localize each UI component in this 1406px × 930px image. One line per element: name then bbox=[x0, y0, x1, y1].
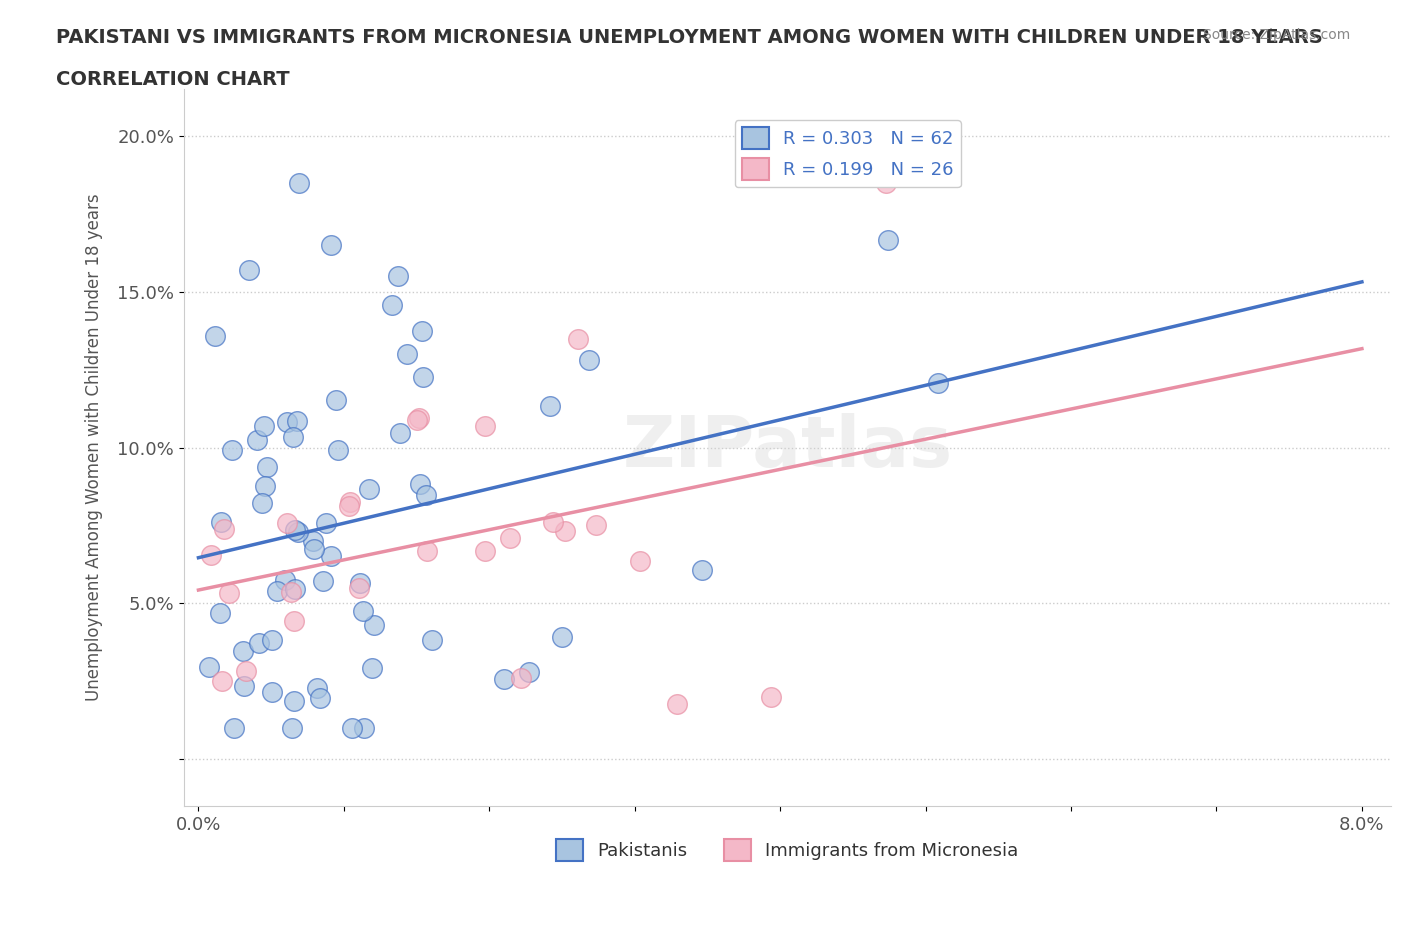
Point bbox=[567, 331, 589, 346]
Point bbox=[198, 659, 221, 674]
Point bbox=[285, 413, 308, 428]
Point bbox=[349, 576, 371, 591]
Point bbox=[211, 673, 233, 688]
Point bbox=[302, 541, 325, 556]
Point bbox=[395, 346, 418, 361]
Point bbox=[492, 671, 515, 686]
Point bbox=[359, 482, 381, 497]
Point bbox=[877, 232, 900, 247]
Point bbox=[339, 495, 361, 510]
Point bbox=[284, 581, 307, 596]
Point bbox=[554, 524, 576, 538]
Point bbox=[315, 515, 337, 530]
Point bbox=[283, 614, 305, 629]
Point bbox=[578, 352, 600, 367]
Point bbox=[280, 585, 302, 600]
Point bbox=[361, 660, 384, 675]
Point bbox=[412, 369, 434, 384]
Point bbox=[283, 693, 305, 708]
Point bbox=[307, 681, 329, 696]
Point bbox=[409, 476, 432, 491]
Point bbox=[388, 426, 411, 441]
Point bbox=[309, 691, 332, 706]
Point bbox=[281, 721, 304, 736]
Y-axis label: Unemployment Among Women with Children Under 18 years: Unemployment Among Women with Children U… bbox=[86, 193, 103, 701]
Point bbox=[474, 419, 496, 434]
Point bbox=[247, 635, 270, 650]
Point bbox=[208, 605, 231, 620]
Point bbox=[408, 411, 430, 426]
Point bbox=[302, 534, 325, 549]
Point bbox=[690, 562, 713, 577]
Point bbox=[266, 584, 288, 599]
Point bbox=[405, 413, 427, 428]
Point bbox=[221, 442, 243, 457]
Point bbox=[353, 721, 375, 736]
Point bbox=[281, 430, 304, 445]
Point bbox=[287, 525, 309, 539]
Legend: Pakistanis, Immigrants from Micronesia: Pakistanis, Immigrants from Micronesia bbox=[548, 832, 1026, 869]
Point bbox=[585, 518, 607, 533]
Point bbox=[517, 665, 540, 680]
Point bbox=[761, 689, 783, 704]
Text: ZIPatlas: ZIPatlas bbox=[623, 413, 952, 482]
Point bbox=[288, 176, 311, 191]
Point bbox=[875, 176, 897, 191]
Point bbox=[416, 544, 439, 559]
Point bbox=[339, 498, 361, 513]
Point bbox=[319, 549, 342, 564]
Point bbox=[538, 398, 561, 413]
Point bbox=[250, 496, 273, 511]
Point bbox=[319, 238, 342, 253]
Point bbox=[387, 269, 409, 284]
Point bbox=[256, 459, 278, 474]
Point bbox=[328, 443, 350, 458]
Point bbox=[665, 697, 688, 711]
Text: PAKISTANI VS IMMIGRANTS FROM MICRONESIA UNEMPLOYMENT AMONG WOMEN WITH CHILDREN U: PAKISTANI VS IMMIGRANTS FROM MICRONESIA … bbox=[56, 28, 1323, 46]
Point bbox=[200, 548, 222, 563]
Point bbox=[474, 543, 496, 558]
Point bbox=[232, 644, 254, 658]
Point bbox=[212, 522, 235, 537]
Point bbox=[260, 632, 283, 647]
Point bbox=[222, 721, 245, 736]
Point bbox=[276, 415, 298, 430]
Point bbox=[312, 574, 335, 589]
Point bbox=[415, 487, 437, 502]
Point bbox=[510, 671, 533, 685]
Point bbox=[325, 392, 347, 407]
Point bbox=[232, 679, 254, 694]
Point bbox=[246, 432, 269, 447]
Point bbox=[209, 514, 232, 529]
Point bbox=[276, 515, 298, 530]
Point bbox=[342, 721, 364, 736]
Point bbox=[628, 554, 651, 569]
Point bbox=[381, 298, 404, 312]
Point bbox=[347, 580, 370, 595]
Point bbox=[235, 664, 257, 679]
Point bbox=[218, 585, 240, 600]
Point bbox=[274, 572, 297, 587]
Point bbox=[420, 632, 443, 647]
Point bbox=[238, 262, 260, 277]
Point bbox=[253, 418, 276, 433]
Point bbox=[551, 630, 574, 644]
Point bbox=[541, 514, 564, 529]
Text: Source: ZipAtlas.com: Source: ZipAtlas.com bbox=[1202, 28, 1350, 42]
Point bbox=[411, 324, 433, 339]
Point bbox=[260, 684, 283, 699]
Point bbox=[204, 328, 226, 343]
Point bbox=[352, 604, 374, 618]
Point bbox=[499, 530, 522, 545]
Point bbox=[927, 376, 949, 391]
Point bbox=[284, 523, 307, 538]
Point bbox=[363, 618, 385, 632]
Point bbox=[254, 479, 277, 494]
Text: CORRELATION CHART: CORRELATION CHART bbox=[56, 70, 290, 88]
